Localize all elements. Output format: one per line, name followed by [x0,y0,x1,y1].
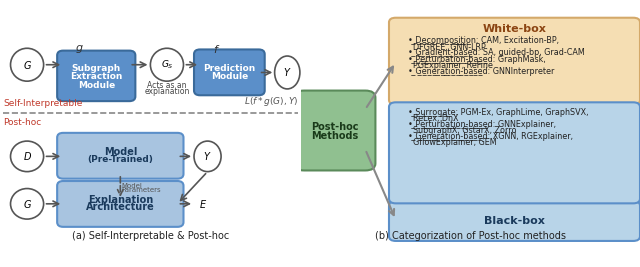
Text: $Y$: $Y$ [283,66,292,78]
Text: $g$: $g$ [76,44,84,56]
Text: • ̲G̲e̲n̲e̲r̲a̲t̲i̲o̲n̲-̲b̲a̲s̲e̲d: XGNN, RGExplainer,: • ̲G̲e̲n̲e̲r̲a̲t̲i̲o̲n̲-̲b̲a̲s̲e̲d: XGNN… [408,132,573,141]
FancyBboxPatch shape [57,133,184,179]
Text: • ̲G̲e̲n̲e̲r̲a̲t̲i̲o̲n̲-̲b̲a̲s̲e̲d: GNNInterpreter: • ̲G̲e̲n̲e̲r̲a̲t̲i̲o̲n̲-̲b̲a̲s̲e̲d: GNNI… [408,66,554,76]
Text: $f$: $f$ [213,44,220,56]
Text: GflowExplainer, GEM: GflowExplainer, GEM [408,138,496,147]
Text: Module: Module [211,72,248,81]
Text: Subgraph: Subgraph [72,64,121,73]
FancyBboxPatch shape [57,181,184,227]
Text: • ̲P̲e̲r̲t̲u̲r̲b̲a̲t̲i̲o̲n̲-̲b̲a̲s̲e̲d: GNNExplainer,: • ̲P̲e̲r̲t̲u̲r̲b̲a̲t̲i̲o̲n̲-̲b̲a̲s̲e̲d: … [408,120,556,129]
Text: White-box: White-box [483,25,547,34]
Text: (a) Self-Interpretable & Post-hoc: (a) Self-Interpretable & Post-hoc [72,231,229,241]
Text: Prediction: Prediction [204,64,255,73]
Text: $G$: $G$ [22,198,31,210]
FancyBboxPatch shape [294,91,376,170]
Text: $D$: $D$ [22,150,31,162]
Ellipse shape [10,189,44,219]
FancyBboxPatch shape [389,201,640,241]
Text: $G$: $G$ [22,59,31,71]
Text: $Y$: $Y$ [204,150,212,162]
Text: Parameters: Parameters [122,187,161,193]
Text: Acts as an: Acts as an [147,81,187,90]
Ellipse shape [10,48,44,81]
FancyBboxPatch shape [389,18,640,105]
Text: $E$: $E$ [198,198,207,210]
Text: Explanation: Explanation [88,195,153,205]
Text: $G_S$: $G_S$ [161,58,173,71]
FancyBboxPatch shape [389,102,640,203]
Text: DFGREE, GNN-LRP: DFGREE, GNN-LRP [408,43,485,52]
Text: Post-hoc: Post-hoc [311,122,358,132]
Text: explanation: explanation [144,87,189,96]
Text: Self-Interpretable: Self-Interpretable [3,99,83,108]
Text: Methods: Methods [311,131,358,142]
FancyBboxPatch shape [57,51,136,101]
Ellipse shape [10,141,44,172]
Text: Post-hoc: Post-hoc [3,117,41,127]
Text: $L(f * g(G), Y)$: $L(f * g(G), Y)$ [244,95,298,108]
Ellipse shape [150,48,184,81]
Text: Model: Model [122,183,143,189]
Text: Module: Module [77,81,115,90]
Text: • ̲S̲u̲r̲r̲o̲g̲a̲t̲e: PGM-Ex, GraphLime, GraphSVX,: • ̲S̲u̲r̲r̲o̲g̲a̲t̲e: PGM-Ex, GraphLime,… [408,108,588,117]
Text: Extraction: Extraction [70,72,122,81]
Text: SubgraphX, GstarX, Zorro: SubgraphX, GstarX, Zorro [408,126,516,135]
Text: (b) Categorization of Post-hoc methods: (b) Categorization of Post-hoc methods [375,231,566,241]
Text: ReLex, DnX: ReLex, DnX [408,114,458,123]
FancyBboxPatch shape [194,49,265,95]
Text: Architecture: Architecture [86,202,155,212]
Text: PGExplainer, ReFine: PGExplainer, ReFine [408,61,493,70]
Text: Model: Model [104,147,137,157]
Text: • ̲G̲r̲a̲d̲i̲e̲n̲t̲-̲b̲a̲s̲e̲d: SA, guided-bp, Grad-CAM: • ̲G̲r̲a̲d̲i̲e̲n̲t̲-̲b̲a̲s̲e̲d: SA, guid… [408,49,584,57]
Text: Black-box: Black-box [484,216,545,226]
Ellipse shape [275,56,300,89]
Text: • ̲D̲e̲c̲o̲m̲p̲o̲s̲i̲t̲i̲o̲n: CAM, Excitation-BP,: • ̲D̲e̲c̲o̲m̲p̲o̲s̲i̲t̲i̲o̲n: CAM, Excit… [408,36,559,45]
Text: • ̲P̲e̲r̲t̲u̲r̲b̲a̲t̲i̲o̲n̲-̲b̲a̲s̲e̲d: GraphMask,: • ̲P̲e̲r̲t̲u̲r̲b̲a̲t̲i̲o̲n̲-̲b̲a̲s̲e̲d: … [408,55,545,64]
Ellipse shape [194,141,221,172]
Text: (Pre-Trained): (Pre-Trained) [88,155,153,164]
